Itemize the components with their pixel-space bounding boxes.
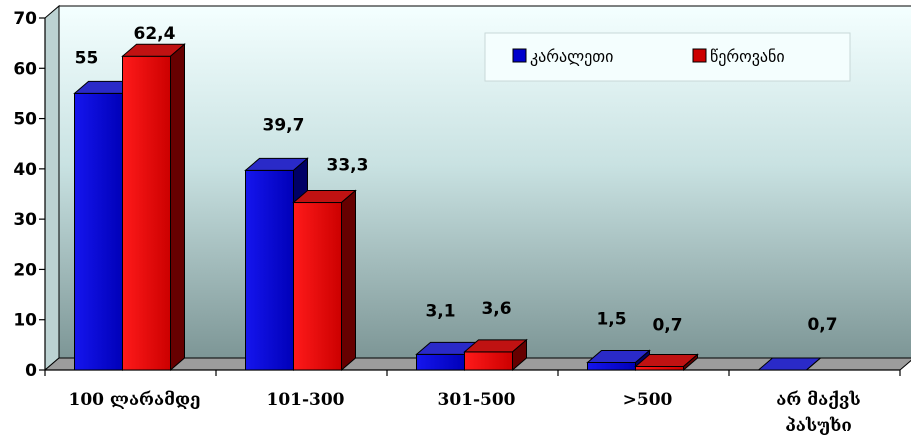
data-label-0-0: 55	[75, 48, 99, 68]
bar-0-0-front	[74, 92, 123, 371]
bar-1-0-side	[170, 43, 185, 372]
data-label-1-2: 3,6	[481, 299, 511, 319]
bar-0-2-front	[416, 353, 465, 371]
y-tick-label: 20	[13, 260, 37, 280]
legend-swatch-0	[512, 48, 527, 63]
legend-label-1: წეროვანი	[710, 47, 785, 66]
x-tick-label: 301-500	[437, 390, 515, 410]
data-label-0-3: 1,5	[596, 309, 626, 329]
y-tick-label: 70	[13, 9, 37, 29]
x-tick-label: 100 ლარამდე	[69, 390, 201, 410]
y-tick-label: 50	[13, 110, 37, 130]
y-tick-label: 60	[13, 59, 37, 79]
data-label-1-1: 33,3	[327, 156, 369, 176]
bar-0-4-side	[806, 357, 821, 371]
data-label-0-4: 0,7	[807, 315, 837, 335]
y-tick-label: 0	[25, 361, 37, 381]
y-tick-label: 40	[13, 160, 37, 180]
bar-0-3-front	[587, 361, 636, 371]
legend-label-0: კარალეთი	[530, 47, 613, 66]
x-tick-label: არ მაქვს	[776, 390, 860, 410]
data-label-0-2: 3,1	[425, 301, 455, 321]
data-label-1-3: 0,7	[652, 315, 682, 335]
y-tick-label: 10	[13, 311, 37, 331]
legend-swatch-1	[692, 48, 707, 63]
x-tick-label: პასუხი	[785, 416, 852, 436]
y-tick-label: 30	[13, 210, 37, 230]
bar-1-1-front	[293, 202, 342, 371]
bar-1-0-front	[122, 55, 171, 371]
plot-side-wall	[44, 4, 60, 372]
bar-1-2-front	[464, 351, 513, 371]
legend-box	[484, 32, 851, 82]
bar-1-2-side	[512, 338, 527, 372]
bar-1-3-front	[635, 365, 684, 371]
x-tick-label: >500	[623, 390, 673, 410]
bar-1-1-side	[341, 189, 356, 372]
x-tick-label: 101-300	[266, 390, 344, 410]
data-label-0-1: 39,7	[263, 115, 305, 135]
bar-1-3-side	[683, 353, 698, 372]
bar-0-1-front	[245, 169, 294, 371]
data-label-1-0: 62,4	[134, 24, 176, 44]
